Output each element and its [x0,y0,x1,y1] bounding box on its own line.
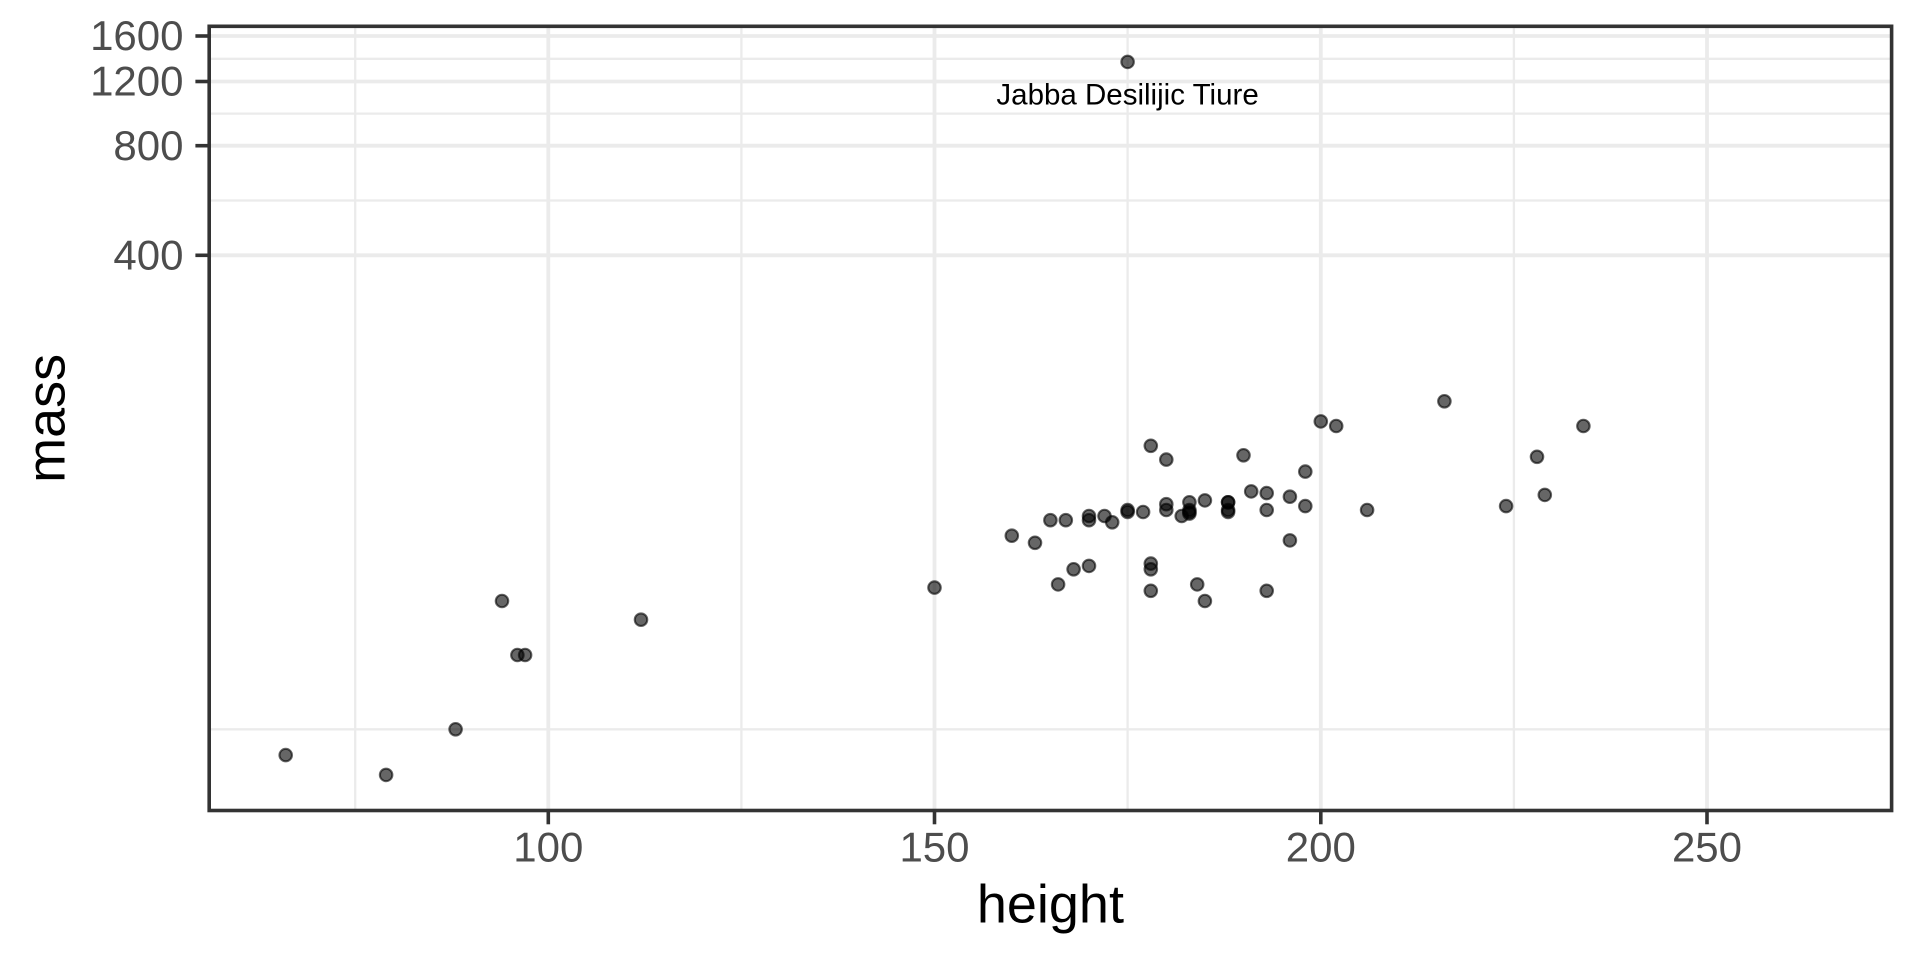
svg-text:150: 150 [899,824,969,871]
svg-text:1200: 1200 [90,58,183,105]
svg-text:400: 400 [113,231,183,278]
svg-text:200: 200 [1286,824,1356,871]
svg-text:100: 100 [513,824,583,871]
svg-text:1600: 1600 [90,12,183,59]
svg-text:250: 250 [1672,824,1742,871]
svg-text:height: height [977,874,1124,934]
svg-text:Jabba Desilijic Tiure: Jabba Desilijic Tiure [996,79,1258,112]
svg-text:mass: mass [17,354,77,483]
svg-text:800: 800 [113,122,183,169]
